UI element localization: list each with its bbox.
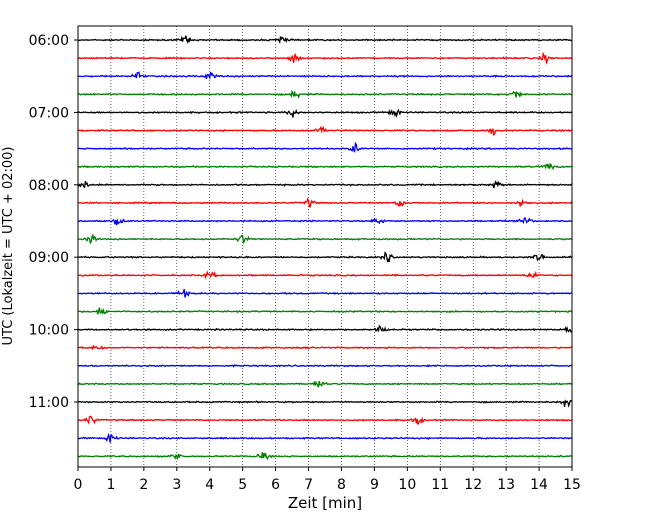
- x-tick-label: 0: [74, 477, 83, 493]
- x-tick-label: 4: [205, 477, 214, 493]
- seismic-trace-0600: [77, 35, 573, 44]
- x-tick-label: 11: [431, 477, 449, 493]
- x-tick-label: 10: [398, 477, 416, 493]
- seismic-trace-0800: [77, 179, 573, 189]
- seismic-trace-0930: [77, 289, 573, 298]
- y-tick-label: 07:00: [29, 105, 69, 121]
- seismic-trace-1145: [77, 452, 573, 461]
- x-tick-label: 7: [304, 477, 313, 493]
- x-tick-label: 15: [563, 477, 581, 493]
- x-tick-label: 2: [139, 477, 148, 493]
- seismic-trace-0745: [77, 162, 572, 170]
- x-tick-label: 3: [172, 477, 181, 493]
- plot-frame: [77, 25, 573, 468]
- trace-group: [77, 35, 573, 461]
- seismic-trace-1015: [77, 344, 573, 351]
- seismic-trace-0715: [77, 125, 573, 137]
- seismic-trace-0945: [77, 307, 573, 315]
- seismic-trace-1115: [78, 415, 573, 425]
- seismic-trace-0645: [77, 89, 573, 99]
- seismic-trace-0845: [77, 233, 573, 245]
- seismic-trace-0615: [77, 51, 573, 65]
- seismic-trace-1030: [77, 364, 573, 368]
- seismic-trace-0815: [77, 197, 573, 209]
- x-axis-label: Zeit [min]: [288, 494, 362, 512]
- seismic-trace-0630: [77, 71, 573, 80]
- seismic-trace-0830: [77, 216, 573, 226]
- y-tick-label: 06:00: [29, 33, 69, 49]
- x-axis-ticks: 0 1 2 3 4 5 6 7 8 9 10 11 12 13 14 15: [74, 467, 581, 493]
- seismic-trace-1045: [77, 380, 573, 388]
- x-tick-label: 5: [238, 477, 247, 493]
- x-tick-label: 8: [337, 477, 346, 493]
- y-tick-label: 10:00: [29, 323, 69, 339]
- seismic-trace-1000: [77, 324, 573, 334]
- y-tick-label: 08:00: [29, 178, 69, 194]
- x-tick-label: 6: [271, 477, 280, 493]
- x-tick-label: 13: [497, 477, 515, 493]
- x-tick-label: 1: [106, 477, 115, 493]
- x-tick-label: 14: [530, 477, 548, 493]
- seismic-trace-1130: [77, 432, 573, 443]
- y-axis-ticks: 06:00 07:00 08:00 09:00 10:00 11:00: [29, 33, 78, 411]
- y-tick-label: 11:00: [29, 395, 69, 411]
- seismic-trace-0900: [77, 251, 573, 263]
- seismic-trace-1100: [77, 399, 573, 408]
- x-tick-label: 12: [464, 477, 482, 493]
- seismic-trace-0700: [77, 108, 573, 119]
- y-tick-label: 09:00: [29, 250, 69, 266]
- y-axis-label: UTC (Lokalzeit = UTC + 02:00): [1, 147, 16, 346]
- seismic-trace-0730: [77, 141, 573, 154]
- seismic-trace-0915: [77, 270, 573, 280]
- x-tick-label: 9: [370, 477, 379, 493]
